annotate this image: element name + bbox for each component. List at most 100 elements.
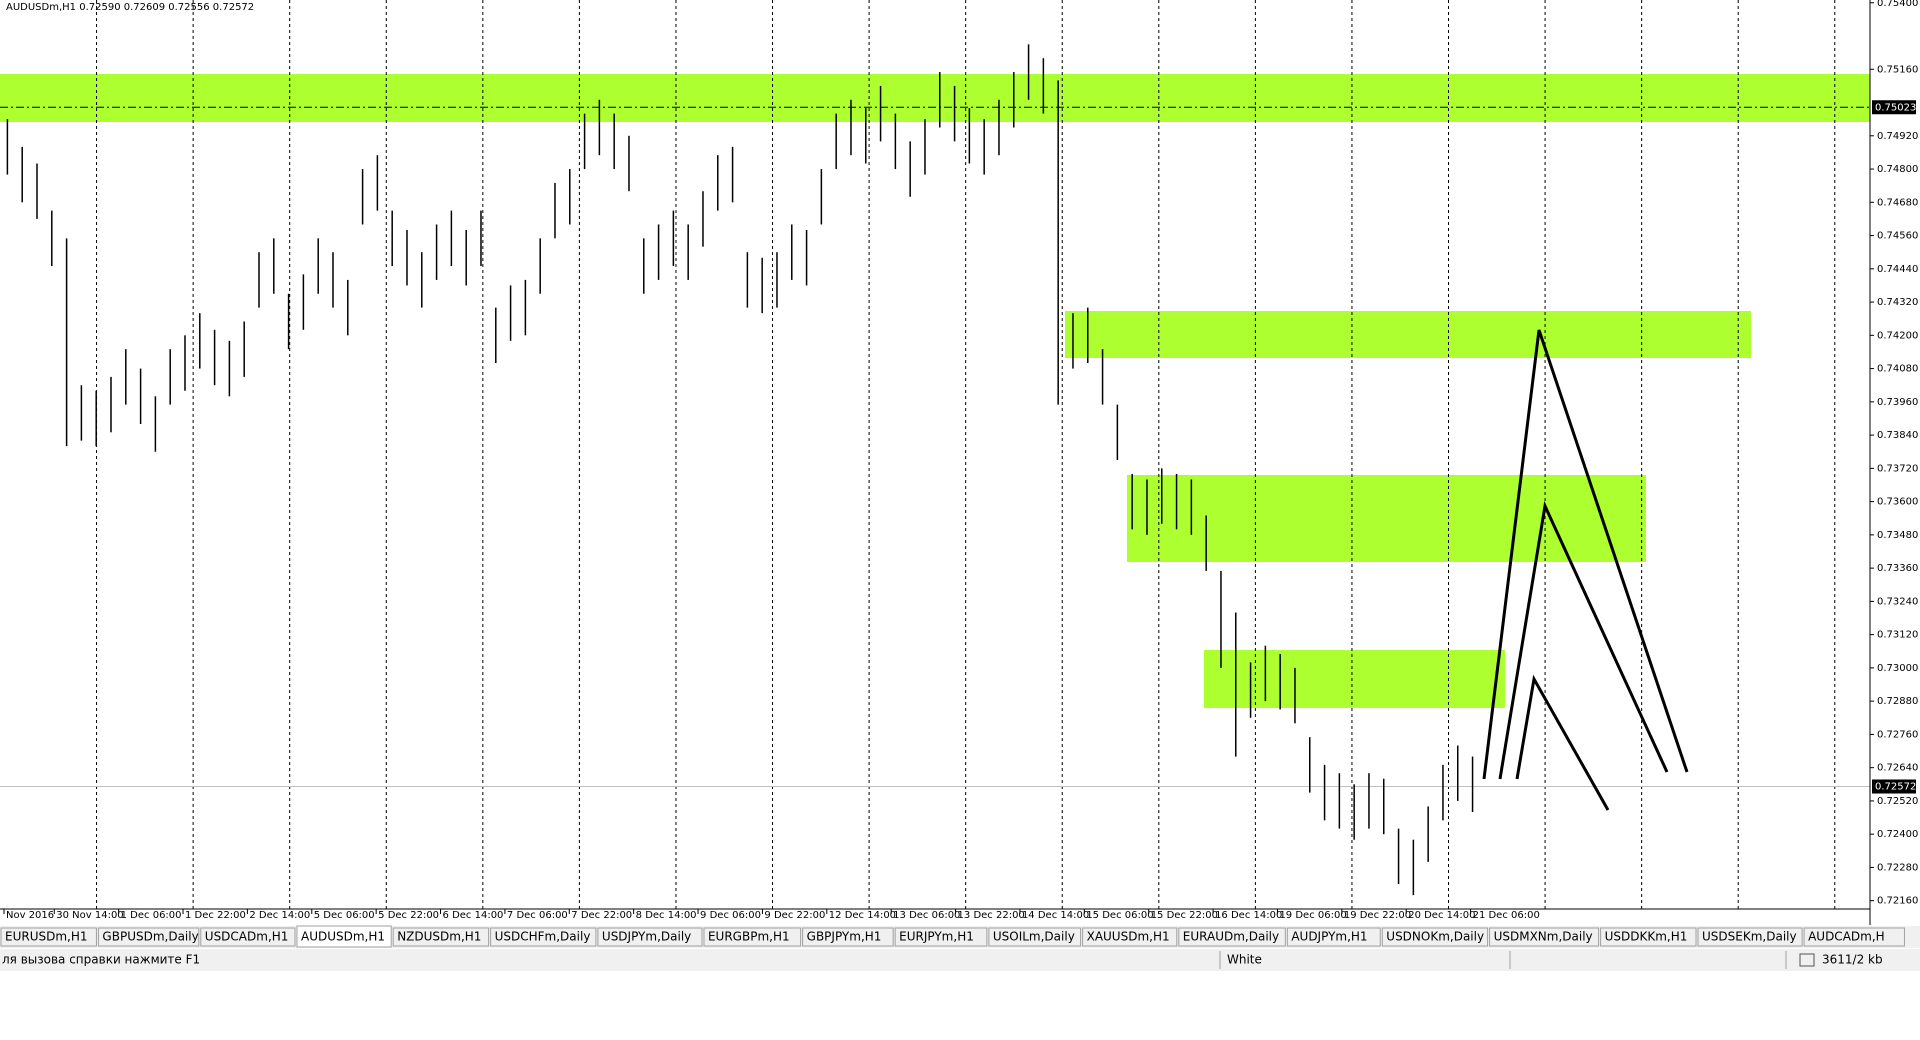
tab-background (490, 927, 597, 947)
bars (6, 44, 1474, 896)
y-tick-label: 0.72520 (1877, 796, 1918, 807)
y-tick-label: 0.73840 (1877, 430, 1918, 441)
tab[interactable]: EURAUDm,Daily (1178, 927, 1286, 947)
tab[interactable]: NZDUSDm,H1 (392, 927, 490, 947)
trend-drawing (1498, 500, 1669, 780)
tab[interactable]: USDNOKm,Daily (1381, 927, 1489, 947)
tab-label: GBPUSDm,Daily (102, 930, 198, 944)
tab[interactable]: EURGBPm,H1 (703, 927, 802, 947)
x-tick-label: 5 Dec 06:00 (314, 910, 375, 921)
tab[interactable]: USDCHFm,Daily (490, 927, 597, 947)
y-tick-label: 0.74440 (1877, 264, 1918, 275)
y-tick-label: 0.74920 (1877, 131, 1918, 142)
x-tick-label: 5 Dec 22:00 (378, 910, 439, 921)
y-tick-label: 0.72760 (1877, 729, 1918, 740)
tab-label: XAUUSDm,H1 (1087, 930, 1170, 944)
y-tick-label: 0.73120 (1877, 630, 1918, 641)
x-tick-label: 13 Dec 06:00 (893, 910, 960, 921)
x-tick-label: 12 Dec 14:00 (829, 910, 896, 921)
zone (1065, 311, 1751, 358)
y-tick-label: 0.72640 (1877, 763, 1918, 774)
x-tick-label: 1 Dec 06:00 (121, 910, 182, 921)
tab[interactable]: USDJPYm,Daily (597, 927, 703, 947)
price-axis: 0.72160 0.72280 0.72400 0.72520 0.72640 0.727… (1870, 0, 1918, 907)
y-tick-label: 0.73360 (1877, 563, 1918, 574)
tab-background (703, 927, 802, 947)
zone (0, 74, 1870, 122)
tab[interactable]: EURJPYm,H1 (894, 927, 988, 947)
zone (1127, 475, 1646, 562)
tab-background (296, 925, 392, 948)
x-tick-label: 21 Dec 06:00 (1473, 910, 1540, 921)
tab-label: AUDCADm,H (1808, 930, 1885, 944)
status-profile: White (1227, 953, 1262, 967)
tab-background (1178, 927, 1286, 947)
drawings (1482, 329, 1689, 811)
price-lines (0, 106, 1870, 788)
tab-background (894, 927, 988, 947)
price-label: 0.75023 (1875, 102, 1916, 113)
tab-label: USDMXNm,Daily (1494, 930, 1593, 944)
x-tick-label: 2 Dec 14:00 (249, 910, 310, 921)
tab-label: EURAUDm,Daily (1183, 930, 1279, 944)
x-tick-label: 14 Dec 14:00 (1022, 910, 1089, 921)
zone (1204, 650, 1505, 708)
x-tick-label: 8 Dec 14:00 (636, 910, 697, 921)
tab[interactable]: XAUUSDm,H1 (1082, 927, 1178, 947)
tab-label: AUDJPYm,H1 (1291, 930, 1367, 944)
tab-background (1489, 927, 1600, 947)
y-tick-label: 0.72280 (1877, 862, 1918, 873)
tab-background (1697, 927, 1803, 947)
price-label-box (1872, 779, 1916, 794)
tab[interactable]: USOILm,Daily (988, 927, 1082, 947)
status-bar (0, 949, 1920, 971)
y-tick-label: 0.73600 (1877, 497, 1918, 508)
tab-label: USDSEKm,Daily (1702, 930, 1797, 944)
tab-background (988, 927, 1082, 947)
tab[interactable]: USDSEKm,Daily (1697, 927, 1803, 947)
y-tick-label: 0.73480 (1877, 530, 1918, 541)
x-tick-label: 16 Dec 14:00 (1215, 910, 1282, 921)
chart-area (0, 0, 1870, 909)
tab-background (1381, 927, 1489, 947)
tab-label: GBPJPYm,H1 (807, 930, 882, 944)
y-tick-label: 0.74080 (1877, 364, 1918, 375)
x-tick-label: Nov 2016 (6, 910, 54, 921)
tab[interactable]: GBPUSDm,Daily (97, 927, 200, 947)
tab[interactable]: AUDCADm,H (1803, 927, 1905, 947)
tab[interactable]: EURUSDm,H1 (0, 927, 97, 947)
y-tick-label: 0.73240 (1877, 596, 1918, 607)
tab[interactable]: AUDJPYm,H1 (1286, 927, 1381, 947)
tab[interactable]: USDCADm,H1 (200, 927, 296, 947)
tab[interactable]: AUDUSDm,H1 (296, 925, 392, 948)
tab[interactable]: USDMXNm,Daily (1489, 927, 1600, 947)
x-tick-label: 30 Nov 14:00 (56, 910, 123, 921)
x-tick-label: 6 Dec 14:00 (443, 910, 504, 921)
tab-label: AUDUSDm,H1 (301, 930, 385, 944)
tab-label: USOILm,Daily (993, 930, 1075, 944)
x-tick-label: 7 Dec 22:00 (571, 910, 632, 921)
tab-background (392, 927, 490, 947)
tab-background (0, 927, 97, 947)
price-label: 0.72572 (1875, 782, 1916, 793)
tab-background (597, 927, 703, 947)
tab-label: EURJPYm,H1 (899, 930, 974, 944)
tab-background (1803, 927, 1905, 947)
x-tick-label: 7 Dec 06:00 (507, 910, 568, 921)
tab[interactable]: GBPJPYm,H1 (802, 927, 894, 947)
y-tick-label: 0.75400 (1877, 0, 1918, 9)
tab[interactable]: USDDKKm,H1 (1600, 927, 1697, 947)
tab-background (802, 927, 894, 947)
y-tick-label: 0.73000 (1877, 663, 1918, 674)
x-tick-label: 9 Dec 06:00 (700, 910, 761, 921)
x-tick-label: 20 Dec 14:00 (1408, 910, 1475, 921)
tab-label: USDCHFm,Daily (495, 930, 591, 944)
y-tick-label: 0.72400 (1877, 829, 1918, 840)
x-tick-label: 9 Dec 22:00 (764, 910, 825, 921)
x-tick-label: 15 Dec 06:00 (1086, 910, 1153, 921)
x-tick-label: 19 Dec 22:00 (1344, 910, 1411, 921)
trend-drawing (1515, 674, 1610, 811)
period-separators (96, 0, 1836, 909)
